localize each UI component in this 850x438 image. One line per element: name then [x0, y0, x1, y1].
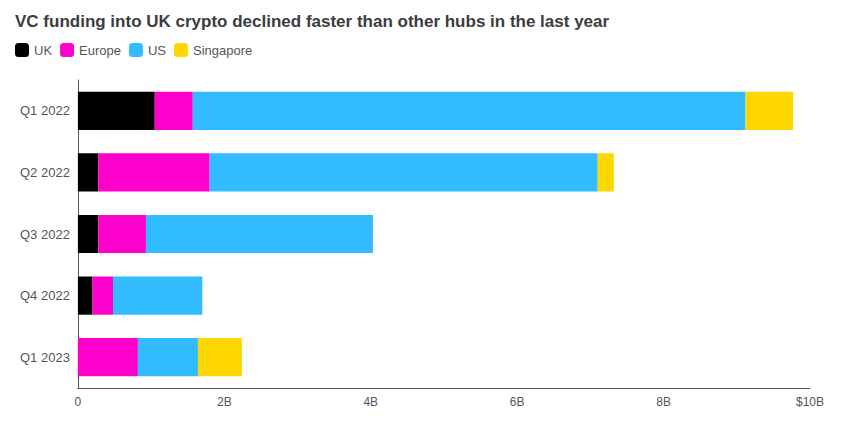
svg-text:$10B: $10B — [796, 395, 824, 409]
svg-text:VC funding into UK crypto decl: VC funding into UK crypto declined faste… — [15, 12, 610, 31]
svg-text:Q1 2023: Q1 2023 — [20, 350, 70, 365]
svg-text:4B: 4B — [363, 395, 378, 409]
svg-text:US: US — [148, 43, 166, 58]
svg-text:Q2 2022: Q2 2022 — [20, 165, 70, 180]
svg-text:Q3 2022: Q3 2022 — [20, 227, 70, 242]
svg-text:6B: 6B — [510, 395, 525, 409]
svg-text:2B: 2B — [217, 395, 232, 409]
svg-text:Singapore: Singapore — [193, 43, 252, 58]
svg-text:Europe: Europe — [79, 43, 121, 58]
svg-text:Q1 2022: Q1 2022 — [20, 103, 70, 118]
svg-text:UK: UK — [34, 43, 52, 58]
svg-text:0: 0 — [75, 395, 82, 409]
svg-text:8B: 8B — [656, 395, 671, 409]
svg-text:Q4 2022: Q4 2022 — [20, 288, 70, 303]
